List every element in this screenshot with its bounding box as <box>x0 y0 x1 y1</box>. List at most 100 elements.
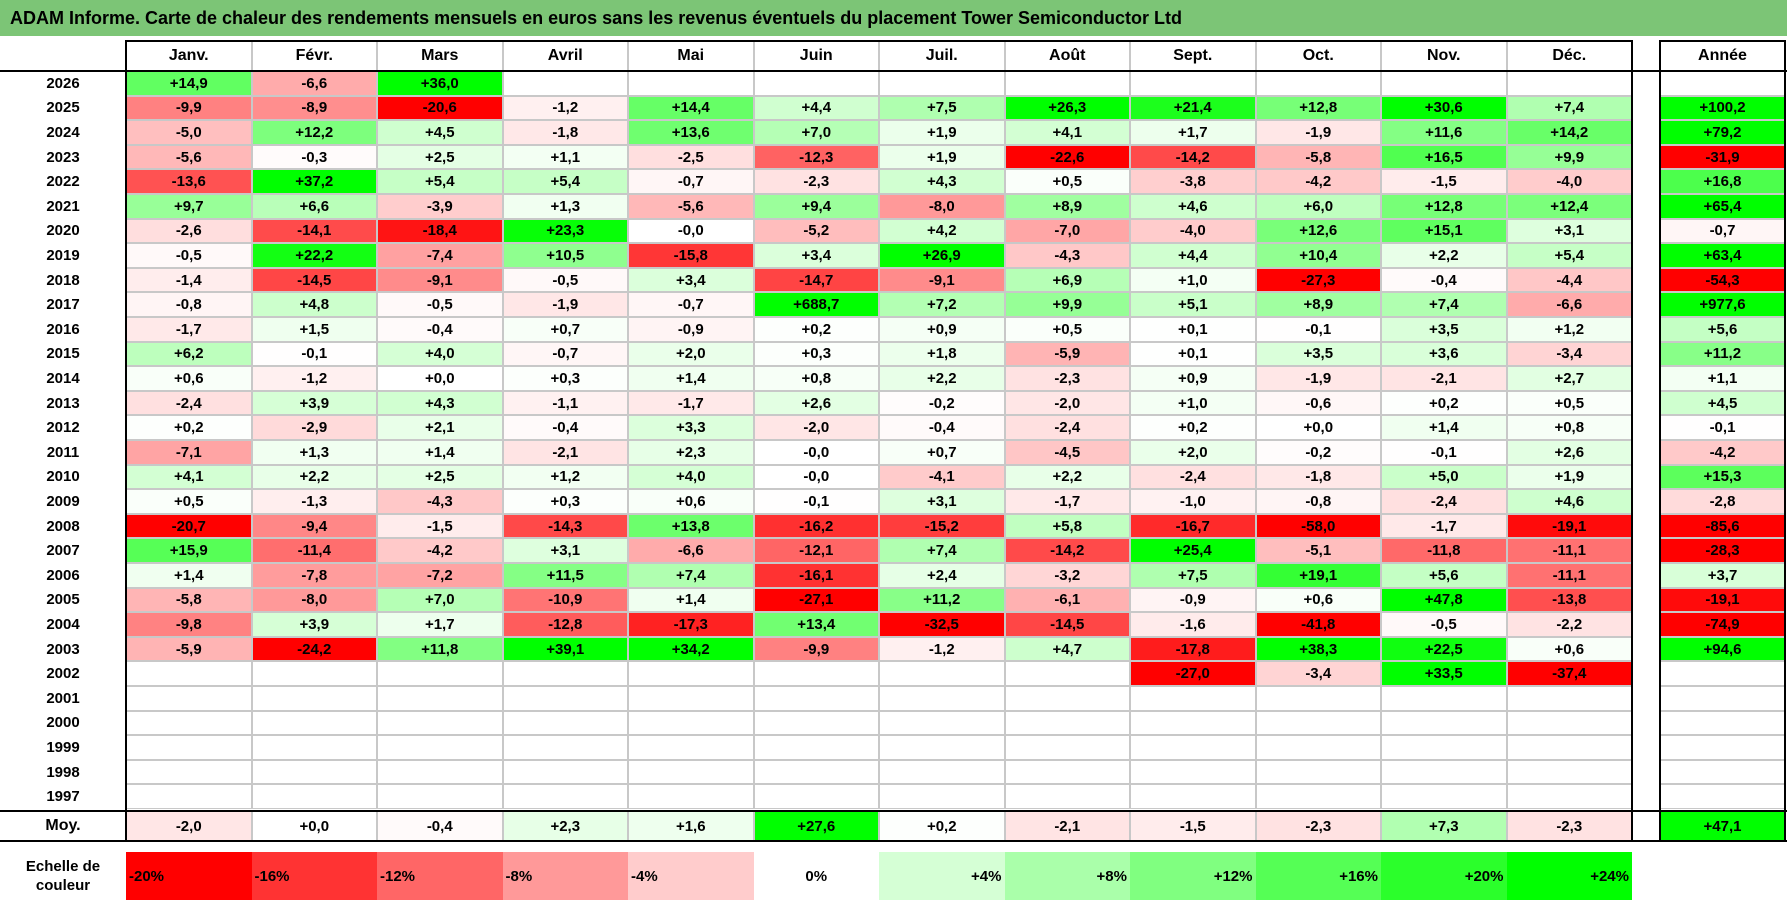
row-year-label: 2022 <box>0 169 126 194</box>
row-year-label: 2024 <box>0 120 126 145</box>
heatmap-cell: -1,5 <box>1381 169 1507 194</box>
annual-cell: -2,8 <box>1660 489 1785 514</box>
heatmap-cell <box>753 759 879 785</box>
heatmap-cell: -20,6 <box>377 95 503 121</box>
heatmap-cell: -24,2 <box>251 636 377 662</box>
heatmap-cell <box>377 784 503 809</box>
heatmap-cell <box>879 71 1005 96</box>
annual-cell: +977,6 <box>1660 292 1785 317</box>
heatmap-cell: +1,4 <box>628 587 754 613</box>
heatmap-cell: -7,0 <box>1004 218 1130 244</box>
row-year-label: 2002 <box>0 661 126 686</box>
heatmap-cell: -2,1 <box>1381 366 1507 391</box>
heatmap-cell <box>1506 759 1632 785</box>
heatmap-cell: +0,7 <box>502 317 628 342</box>
heatmap-cell: +26,3 <box>1004 95 1130 121</box>
heatmap-cell: +9,9 <box>1506 144 1632 170</box>
heatmap-cell: +39,1 <box>502 636 628 662</box>
heatmap-cell <box>879 661 1005 686</box>
color-scale-step: -12% <box>377 852 503 900</box>
heatmap-cell: +3,9 <box>251 612 377 637</box>
heatmap-cell: +34,2 <box>628 636 754 662</box>
heatmap-cell: +25,4 <box>1130 538 1256 563</box>
row-year-label: 1999 <box>0 735 126 760</box>
heatmap-cell <box>879 735 1005 760</box>
row-year-label: 2000 <box>0 710 126 736</box>
color-scale-label: Echelle de couleur <box>25 858 101 894</box>
heatmap-cell <box>753 661 879 686</box>
heatmap-cell: +0,5 <box>1506 390 1632 416</box>
heatmap-cell <box>1255 784 1381 809</box>
heatmap-cell: +4,0 <box>628 464 754 490</box>
heatmap-cell: -5,6 <box>126 144 252 170</box>
heatmap-cell <box>251 686 377 711</box>
heatmap-cell <box>1004 784 1130 809</box>
heatmap-cell: -17,8 <box>1130 636 1256 662</box>
heatmap-cell <box>628 735 754 760</box>
column-header: Mai <box>628 41 754 71</box>
row-year-label: 2008 <box>0 513 126 539</box>
heatmap-cell: +2,2 <box>1381 243 1507 268</box>
annual-cell: +16,8 <box>1660 169 1785 194</box>
heatmap-cell: -9,1 <box>377 267 503 293</box>
heatmap-cell: +0,0 <box>377 366 503 391</box>
heatmap-cell <box>753 784 879 809</box>
heatmap-cell: -0,6 <box>1255 390 1381 416</box>
heatmap-cell: +0,3 <box>502 366 628 391</box>
annual-cell: +65,4 <box>1660 194 1785 219</box>
heatmap-cell: -14,3 <box>502 513 628 539</box>
heatmap-cell <box>251 759 377 785</box>
heatmap-cell: +4,2 <box>879 218 1005 244</box>
heatmap-cell: -4,4 <box>1506 267 1632 293</box>
heatmap-cell: +1,8 <box>879 341 1005 367</box>
column-header: Août <box>1004 41 1130 71</box>
heatmap-cell <box>1506 71 1632 96</box>
heatmap-cell: +8,9 <box>1255 292 1381 317</box>
heatmap-cell: -0,1 <box>251 341 377 367</box>
heatmap-cell: +0,7 <box>879 440 1005 465</box>
average-cell: +0,0 <box>251 811 377 841</box>
heatmap-cell: -15,2 <box>879 513 1005 539</box>
heatmap-cell: +1,2 <box>502 464 628 490</box>
heatmap-cell: +0,2 <box>126 415 252 440</box>
heatmap-cell <box>1381 759 1507 785</box>
annual-cell: +100,2 <box>1660 95 1785 121</box>
heatmap-cell: +7,4 <box>1381 292 1507 317</box>
heatmap-cell: +3,1 <box>502 538 628 563</box>
heatmap-cell: -0,5 <box>1381 612 1507 637</box>
heatmap-cell <box>502 784 628 809</box>
heatmap-cell: +6,6 <box>251 194 377 219</box>
heatmap-cell <box>251 735 377 760</box>
heatmap-cell: -1,3 <box>251 489 377 514</box>
average-annual-cell: +47,1 <box>1660 811 1785 841</box>
heatmap-cell: +4,6 <box>1506 489 1632 514</box>
heatmap-cell: -22,6 <box>1004 144 1130 170</box>
heatmap-cell: +2,0 <box>1130 440 1256 465</box>
color-scale-step: +8% <box>1004 852 1130 900</box>
heatmap-cell <box>753 710 879 736</box>
heatmap-cell: -5,1 <box>1255 538 1381 563</box>
heatmap-cell: +38,3 <box>1255 636 1381 662</box>
column-header: Janv. <box>126 41 252 71</box>
row-year-label: 2017 <box>0 292 126 317</box>
heatmap-cell: +14,9 <box>126 71 252 96</box>
annual-cell: +5,6 <box>1660 317 1785 342</box>
color-scale-step: +24% <box>1506 852 1632 900</box>
heatmap-cell: -19,1 <box>1506 513 1632 539</box>
heatmap-cell: -4,5 <box>1004 440 1130 465</box>
heatmap-cell: +7,4 <box>879 538 1005 563</box>
column-header: Avril <box>502 41 628 71</box>
heatmap-cell: +3,1 <box>879 489 1005 514</box>
heatmap-cell: -0,8 <box>1255 489 1381 514</box>
row-year-label: 2021 <box>0 194 126 219</box>
heatmap-cell: -4,3 <box>377 489 503 514</box>
row-year-label: 1998 <box>0 759 126 785</box>
heatmap-cell: -14,7 <box>753 267 879 293</box>
heatmap-cell: +4,7 <box>1004 636 1130 662</box>
row-year-label: 2003 <box>0 636 126 662</box>
column-header: Nov. <box>1381 41 1507 71</box>
heatmap-cell <box>879 686 1005 711</box>
heatmap-cell: -0,1 <box>1255 317 1381 342</box>
heatmap-cell: +3,9 <box>251 390 377 416</box>
heatmap-cell <box>251 710 377 736</box>
